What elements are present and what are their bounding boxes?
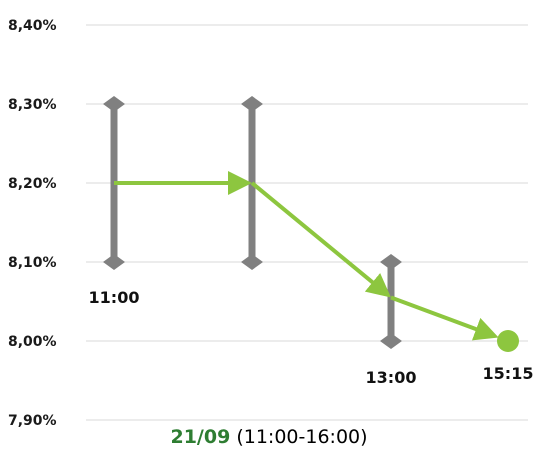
range-cap xyxy=(241,96,263,112)
trend-segment xyxy=(250,181,392,298)
current-point xyxy=(497,330,519,352)
y-tick-label: 7,90% xyxy=(8,413,57,429)
y-tick-label: 8,20% xyxy=(8,176,57,192)
y-tick-label: 8,40% xyxy=(8,18,57,34)
y-tick-label: 8,10% xyxy=(8,255,57,271)
range-cap xyxy=(380,254,402,270)
y-tick-label: 8,00% xyxy=(8,334,57,350)
point-labels: 11:00 13:00 15:15 xyxy=(89,288,534,387)
caption-date: 21/09 xyxy=(170,426,231,448)
range-cap xyxy=(241,254,263,270)
caption-window: (11:00-16:00) xyxy=(230,426,368,448)
chart-caption: 21/09 (11:00-16:00) xyxy=(0,426,538,448)
time-label: 13:00 xyxy=(366,368,417,387)
y-tick-label: 8,30% xyxy=(8,97,57,113)
trend-line xyxy=(114,171,519,352)
y-axis-ticks: 8,40% 8,30% 8,20% 8,10% 8,00% 7,90% xyxy=(8,18,57,429)
grid-lines xyxy=(86,24,528,421)
trend-segment xyxy=(390,295,499,341)
range-cap xyxy=(380,333,402,349)
range-cap xyxy=(103,96,125,112)
time-label: 11:00 xyxy=(89,288,140,307)
range-bars xyxy=(103,96,402,349)
time-label: 15:15 xyxy=(483,364,534,383)
range-cap xyxy=(103,254,125,270)
